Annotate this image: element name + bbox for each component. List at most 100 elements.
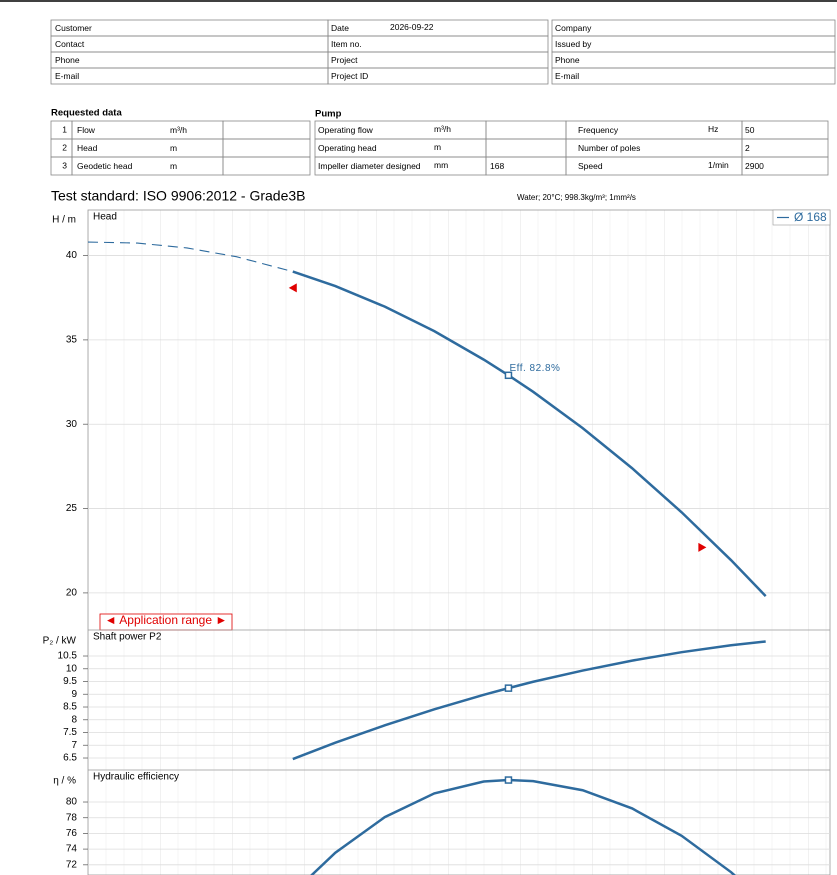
table-cell bbox=[50, 67, 329, 85]
section-title: Requested data bbox=[51, 108, 122, 119]
row-unit: Hz bbox=[708, 124, 718, 134]
application-range-label: ◄ Application range ► bbox=[105, 613, 228, 627]
plot-frame bbox=[87, 209, 831, 875]
y-axis-label: H / m bbox=[52, 215, 76, 226]
y-tick-label: 25 bbox=[66, 503, 78, 514]
field-label: Customer bbox=[55, 23, 92, 33]
extrapolated-curve bbox=[88, 241, 293, 273]
range-limit bbox=[698, 542, 707, 552]
y-tick-label: 78 bbox=[66, 812, 78, 823]
field-label: E-mail bbox=[55, 71, 79, 81]
table-cell bbox=[551, 19, 836, 37]
table-cell bbox=[327, 51, 549, 69]
curve bbox=[292, 640, 766, 761]
operating-point bbox=[504, 776, 513, 784]
y-tick-label: 74 bbox=[66, 844, 78, 855]
row-number: 2 bbox=[62, 142, 67, 152]
table-cell bbox=[551, 51, 836, 69]
y-tick-label: 7 bbox=[71, 740, 77, 751]
row-label: Operating flow bbox=[318, 125, 374, 135]
field-label: Contact bbox=[55, 39, 85, 49]
table-cell bbox=[741, 156, 829, 176]
table-cell bbox=[485, 138, 567, 158]
y-tick-label: 20 bbox=[66, 588, 78, 599]
operating-point-label: Eff. 82.8% bbox=[509, 363, 560, 374]
y-tick-label: 10.5 bbox=[58, 651, 78, 662]
table-cell bbox=[741, 138, 829, 158]
y-tick-label: 76 bbox=[66, 828, 78, 839]
curve-group bbox=[292, 640, 766, 761]
range-limit bbox=[288, 283, 297, 293]
y-tick-label: 8.5 bbox=[63, 702, 77, 713]
row-unit: m³/h bbox=[434, 124, 451, 134]
curves-title: Test standard: ISO 9906:2012 - Grade3B bbox=[51, 188, 306, 204]
row-number: 1 bbox=[62, 124, 67, 134]
row-unit: m bbox=[434, 142, 441, 152]
table-cell bbox=[327, 67, 549, 85]
table-cell bbox=[222, 120, 311, 140]
table-cell bbox=[50, 51, 329, 69]
section-title: Pump bbox=[315, 109, 342, 120]
y-tick-label: 7.5 bbox=[63, 727, 77, 738]
row-unit: m³/h bbox=[170, 125, 187, 135]
panel-title: Shaft power P2 bbox=[93, 632, 162, 643]
field-label: Item no. bbox=[331, 39, 362, 49]
field-label: Project ID bbox=[331, 71, 368, 81]
legend-box bbox=[772, 209, 831, 226]
row-unit: m bbox=[170, 161, 177, 171]
y-tick-label: 8 bbox=[71, 714, 77, 725]
y-tick-label: 9 bbox=[71, 689, 77, 700]
legend-label: Ø 168 bbox=[794, 210, 827, 224]
curve-group bbox=[310, 778, 737, 875]
curve bbox=[292, 270, 767, 597]
field-label: Phone bbox=[555, 55, 580, 65]
field-label: Date bbox=[331, 23, 349, 33]
field-label: E-mail bbox=[555, 71, 579, 81]
row-label: Operating head bbox=[318, 143, 377, 153]
row-unit: m bbox=[170, 143, 177, 153]
field-label: Issued by bbox=[555, 39, 592, 49]
table-cell bbox=[551, 67, 836, 85]
y-tick-label: 72 bbox=[66, 859, 78, 870]
row-label: Flow bbox=[77, 125, 96, 135]
table-cell bbox=[50, 19, 329, 37]
row-label: Head bbox=[77, 143, 98, 153]
field-label: Phone bbox=[55, 55, 80, 65]
y-tick-label: 6.5 bbox=[63, 753, 77, 764]
y-tick-label: 10 bbox=[66, 663, 78, 674]
field-value: 2026-09-22 bbox=[390, 22, 434, 32]
table-cell bbox=[222, 156, 311, 176]
row-label: Frequency bbox=[578, 125, 619, 135]
row-value: 2 bbox=[745, 143, 750, 153]
table-cell bbox=[741, 120, 829, 140]
panel-title: Hydraulic efficiency bbox=[93, 772, 179, 783]
table-cell bbox=[327, 19, 549, 37]
y-tick-label: 30 bbox=[66, 419, 78, 430]
operating-point bbox=[504, 684, 513, 692]
field-label: Company bbox=[555, 23, 592, 33]
row-number: 3 bbox=[62, 160, 67, 170]
row-unit: mm bbox=[434, 160, 448, 170]
row-label: Speed bbox=[578, 161, 603, 171]
row-unit: 1/min bbox=[708, 160, 729, 170]
row-value: 168 bbox=[490, 161, 504, 171]
row-label: Impeller diameter designed bbox=[318, 161, 421, 171]
row-label: Geodetic head bbox=[77, 161, 133, 171]
panel-title: Head bbox=[93, 212, 117, 223]
field-label: Project bbox=[331, 55, 358, 65]
row-value: 2900 bbox=[745, 161, 764, 171]
row-label: Number of poles bbox=[578, 143, 640, 153]
y-axis-label: η / % bbox=[53, 776, 76, 787]
table-cell bbox=[222, 138, 311, 158]
y-tick-label: 80 bbox=[66, 797, 78, 808]
table-cell bbox=[485, 120, 567, 140]
fluid-conditions: Water; 20°C; 998.3kg/m³; 1mm²/s bbox=[517, 193, 636, 202]
curve-group bbox=[88, 241, 767, 597]
row-value: 50 bbox=[745, 125, 755, 135]
y-axis-label: P₂ / kW bbox=[43, 636, 77, 647]
y-tick-label: 40 bbox=[66, 250, 78, 261]
curve bbox=[310, 778, 737, 875]
table-cell bbox=[50, 35, 329, 53]
